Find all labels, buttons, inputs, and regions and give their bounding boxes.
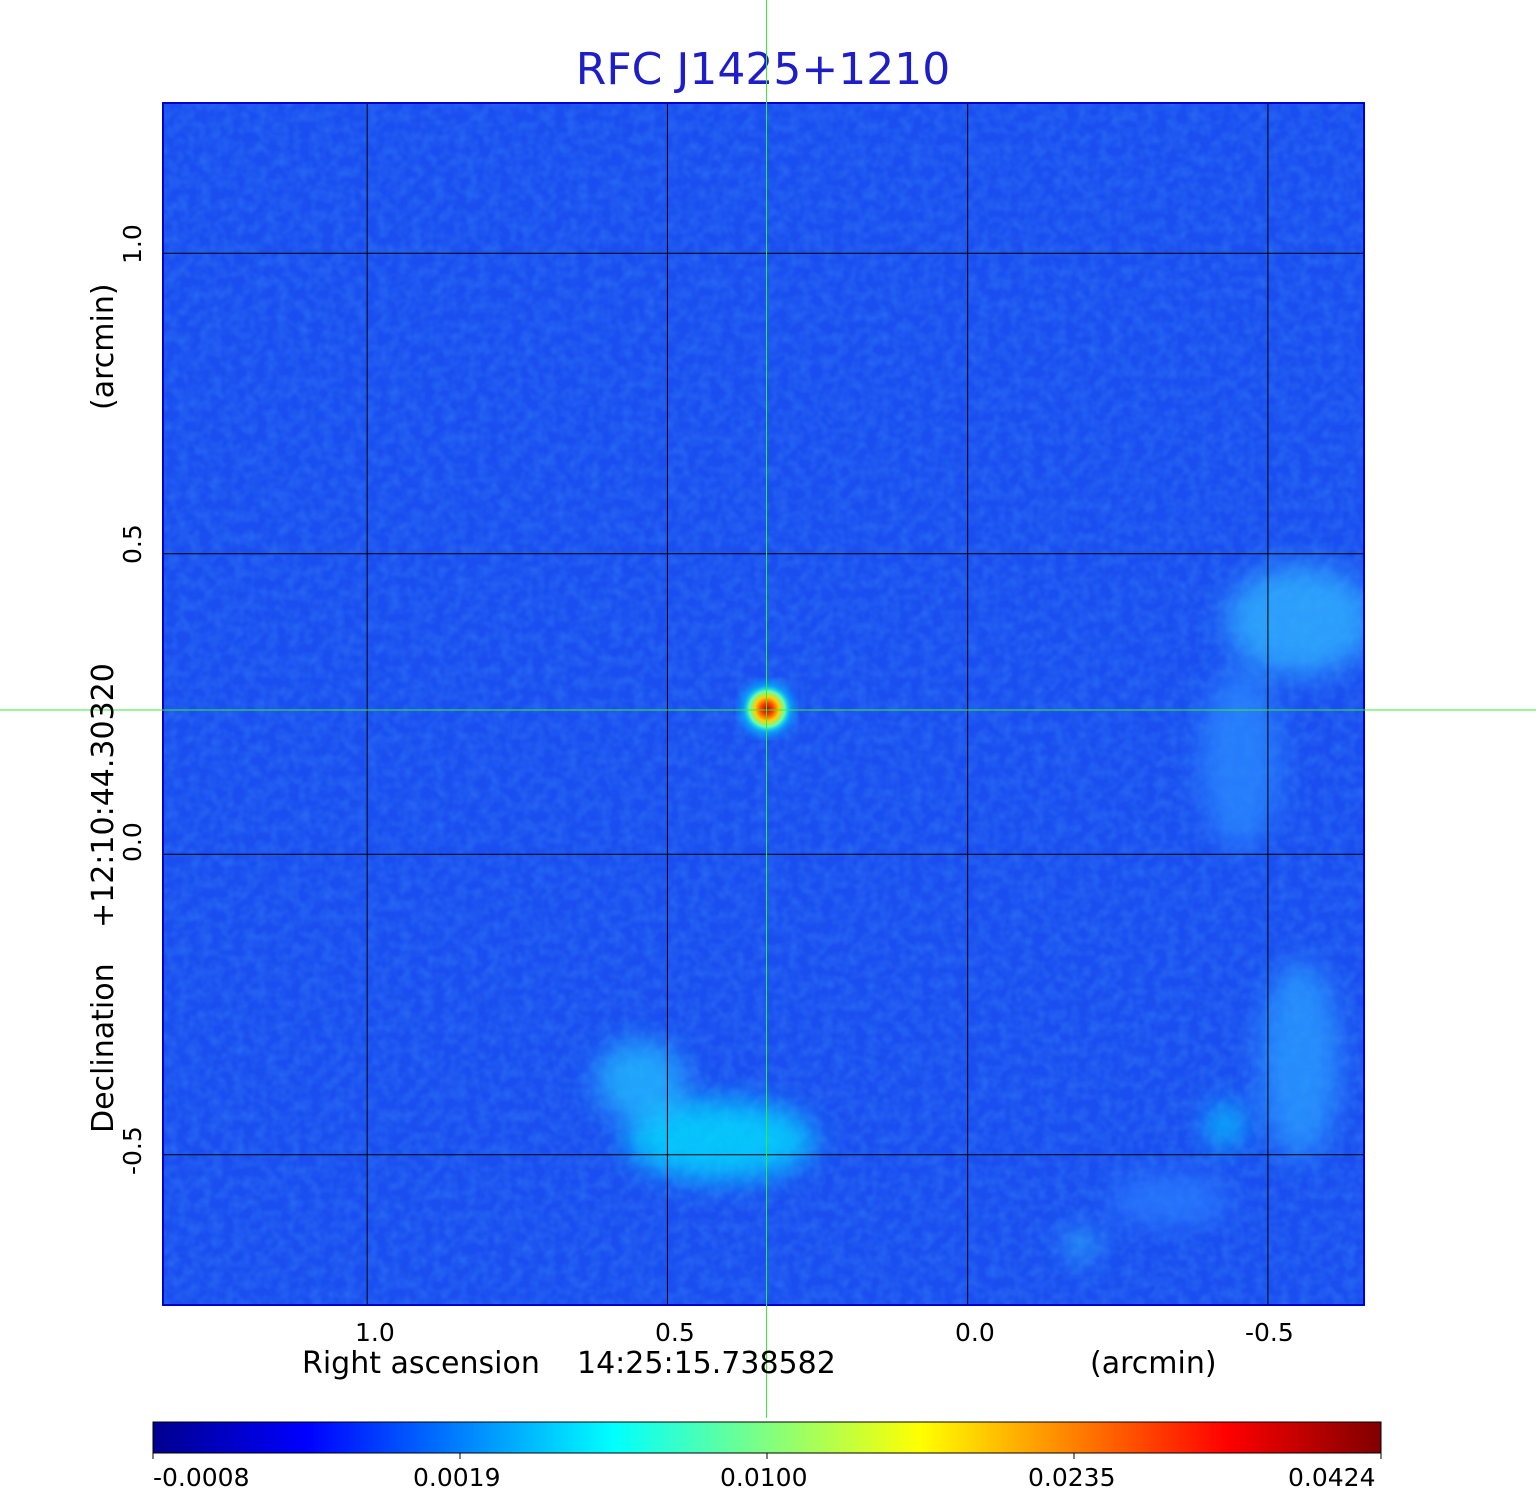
y-tick-label: 0.5: [118, 524, 147, 564]
y-tick-label: 1.0: [118, 224, 147, 264]
y-axis-label-unit: (arcmin): [86, 283, 121, 410]
colorbar-tick-label: -0.0008: [153, 1463, 250, 1492]
x-tick-label: 1.0: [355, 1318, 395, 1347]
y-tick-label: -0.5: [118, 1126, 147, 1175]
y-tick-label: 0.0: [118, 822, 147, 862]
x-axis-label-prefix: Right ascension: [302, 1346, 540, 1381]
x-axis-label-value: 14:25:15.738582: [577, 1346, 836, 1381]
y-axis-label-value: +12:10:44.30320: [86, 663, 121, 928]
x-tick-label: -0.5: [1245, 1318, 1294, 1347]
x-tick-label: 0.0: [955, 1318, 995, 1347]
chart-title: RFC J1425+1210: [575, 44, 951, 95]
colorbar-tick-label: 0.0424: [1288, 1463, 1376, 1492]
colorbar-tick-label: 0.0100: [720, 1463, 808, 1492]
colorbar-tick-label: 0.0019: [413, 1463, 501, 1492]
x-axis-label-unit: (arcmin): [1090, 1346, 1217, 1381]
x-tick-label: 0.5: [655, 1318, 695, 1347]
colorbar-tick-label: 0.0235: [1028, 1463, 1116, 1492]
y-axis-label-prefix: Declination: [86, 963, 121, 1133]
